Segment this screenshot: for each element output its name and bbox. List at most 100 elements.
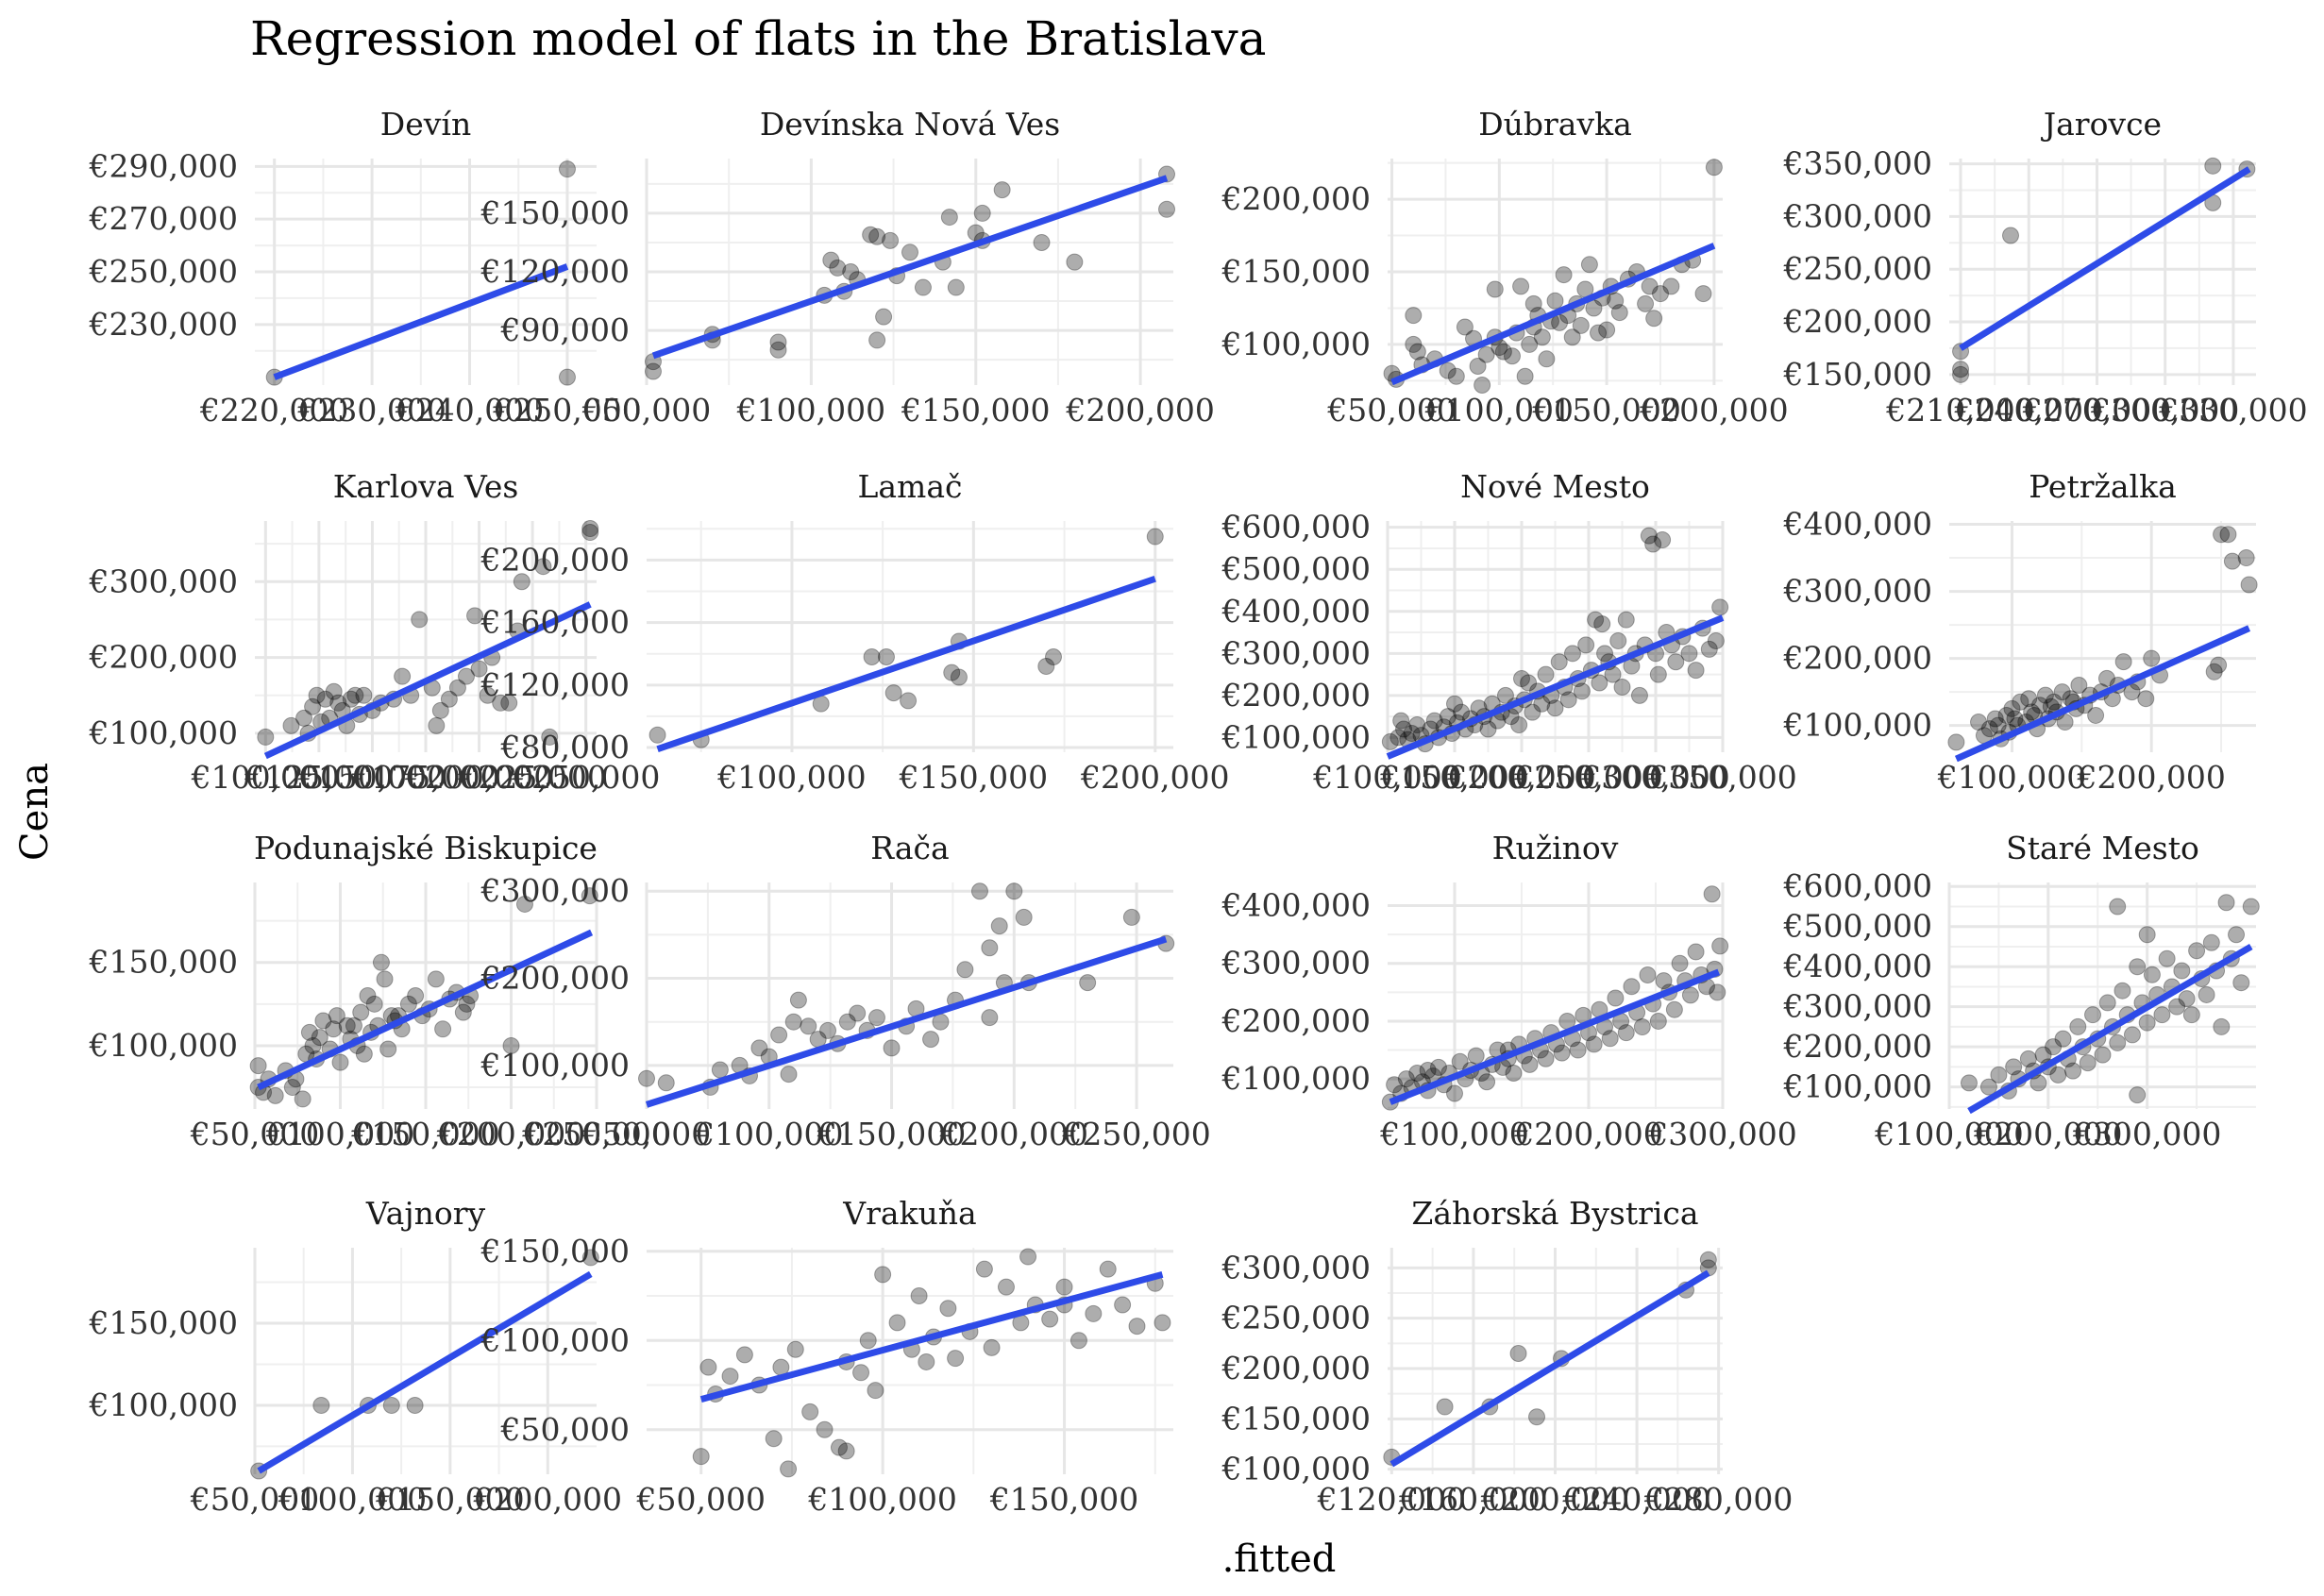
data-point xyxy=(711,1061,729,1079)
data-point xyxy=(692,1448,710,1466)
y-tick-label: €160,000 xyxy=(480,604,630,641)
y-tick-label: €150,000 xyxy=(89,1304,238,1341)
data-point xyxy=(399,995,417,1013)
regression-line xyxy=(1389,968,1721,1105)
data-point xyxy=(1711,598,1729,616)
data-point xyxy=(1559,691,1577,709)
facet-strip-label: Ružinov xyxy=(1492,830,1619,866)
data-point xyxy=(1644,535,1662,553)
x-tick-label: €100,000 xyxy=(1379,1116,1528,1152)
data-point xyxy=(981,1009,999,1027)
facet-panel: Devínska Nová Ves €50,000 €100,000 €150,000… xyxy=(480,106,1215,428)
data-point xyxy=(2217,894,2235,912)
facet-panel: Nové Mesto€100,000€150,000€200,000€250,0… xyxy=(1221,468,1797,796)
facet-panel: Ružinov€100,000€200,000€300,000€100,000€… xyxy=(1221,830,1797,1152)
data-point xyxy=(918,1352,935,1370)
x-tick-label: €225,000 xyxy=(457,759,606,796)
regression-line xyxy=(651,175,1169,360)
data-point xyxy=(1408,716,1426,734)
data-point xyxy=(1408,343,1426,361)
data-point xyxy=(1381,732,1399,750)
facet-panel: Vrakuňa €50,000 €100,000 €150,000 €50,000 €10… xyxy=(480,1195,1173,1518)
x-tick-label: €250,000 xyxy=(492,392,641,428)
x-tick-label: €200,000 xyxy=(1973,1116,2122,1152)
data-point xyxy=(2019,1050,2037,1067)
data-point xyxy=(2003,699,2021,717)
data-point xyxy=(914,278,932,296)
data-point xyxy=(558,368,576,386)
x-tick-label: €200,000 xyxy=(939,1116,1088,1152)
y-tick-label: €100,000 xyxy=(89,1386,238,1423)
regression-line xyxy=(1386,614,1725,760)
x-tick-label: €100,000 xyxy=(694,1116,843,1152)
regression-line xyxy=(1389,1269,1710,1468)
data-point xyxy=(822,251,840,269)
x-tick-label: €100,000 xyxy=(1937,759,2086,796)
facet-strip-label: Karlova Ves xyxy=(333,468,519,505)
data-point xyxy=(721,1368,739,1386)
x-tick-label: €330,000 xyxy=(2158,392,2307,428)
data-point xyxy=(1640,527,1658,545)
facet-strip-label: Dúbravka xyxy=(1478,106,1632,143)
x-tick-label: €230,000 xyxy=(296,392,446,428)
data-point xyxy=(1513,670,1530,688)
y-tick-label: €200,000 xyxy=(480,541,630,578)
data-point xyxy=(2023,703,2041,721)
regression-line xyxy=(257,929,594,1091)
data-point xyxy=(1662,277,1680,295)
data-point xyxy=(295,709,313,727)
data-point xyxy=(765,1430,783,1448)
data-point xyxy=(2109,898,2127,916)
data-point xyxy=(1505,1065,1523,1083)
data-point xyxy=(735,1346,753,1364)
data-point xyxy=(466,607,484,625)
data-point xyxy=(970,882,988,900)
data-point xyxy=(581,524,599,542)
x-tick-label: €150,000 xyxy=(989,1481,1138,1518)
data-point xyxy=(867,1382,884,1400)
data-point xyxy=(868,227,886,245)
data-point xyxy=(997,1278,1015,1296)
data-point xyxy=(359,987,377,1004)
y-tick-label: €120,000 xyxy=(480,253,630,290)
data-point xyxy=(842,263,860,280)
data-point xyxy=(308,686,326,704)
facet-panel: Staré Mesto€100,000€200,000€300,000€100,… xyxy=(1783,830,2260,1152)
data-point xyxy=(1569,1041,1587,1059)
x-tick-label: €300,000 xyxy=(2072,1116,2221,1152)
data-point xyxy=(1392,712,1410,730)
data-point xyxy=(900,692,918,710)
data-point xyxy=(502,1036,520,1054)
data-point xyxy=(868,331,886,349)
y-tick-label: €150,000 xyxy=(1221,253,1371,290)
facet-panel: Vajnory€50,000€100,000€150,000€200,000€1… xyxy=(89,1195,622,1518)
x-tick-label: €200,000 xyxy=(1065,392,1214,428)
data-point xyxy=(699,1358,717,1376)
data-point xyxy=(2034,1046,2052,1064)
y-tick-label: €100,000 xyxy=(1221,326,1371,362)
data-point xyxy=(316,690,334,708)
data-point xyxy=(862,226,880,244)
data-point xyxy=(2094,1046,2112,1064)
data-point xyxy=(1538,350,1556,368)
data-point xyxy=(1709,983,1726,1001)
data-point xyxy=(1986,710,2004,728)
data-point xyxy=(2202,933,2220,951)
data-point xyxy=(2137,690,2155,708)
data-point xyxy=(2079,1054,2097,1072)
data-point xyxy=(457,667,475,685)
data-point xyxy=(2070,676,2088,694)
data-point xyxy=(1990,1066,2008,1084)
data-point xyxy=(434,1020,452,1038)
x-tick-label: €250,000 xyxy=(511,759,660,796)
facet-panel: Rača€50,000€100,000€150,000€200,000€250,… xyxy=(480,830,1211,1152)
data-point xyxy=(1479,720,1497,738)
y-tick-label: €300,000 xyxy=(1783,988,1932,1025)
data-point xyxy=(428,716,446,734)
data-point xyxy=(1613,678,1631,696)
x-tick-label: €150,000 xyxy=(901,392,1050,428)
data-point xyxy=(1979,1078,1997,1096)
data-point xyxy=(2210,656,2228,674)
y-tick-label: €250,000 xyxy=(1221,1300,1371,1336)
